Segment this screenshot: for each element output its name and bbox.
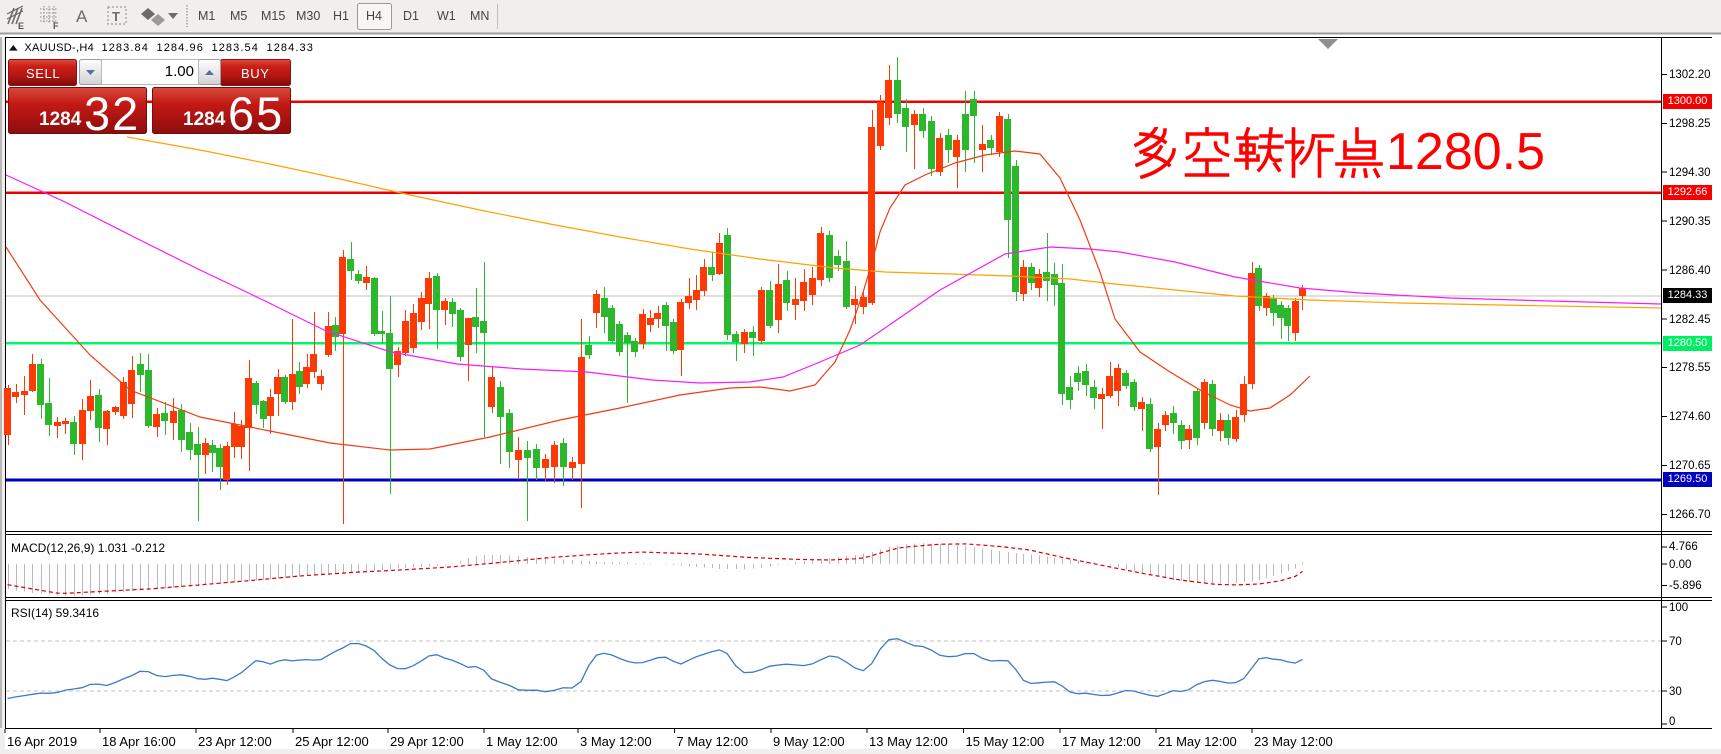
svg-text:T: T bbox=[112, 9, 120, 24]
svg-text:F: F bbox=[53, 21, 59, 31]
svg-text:E: E bbox=[18, 21, 24, 31]
svg-text:A: A bbox=[76, 7, 88, 26]
